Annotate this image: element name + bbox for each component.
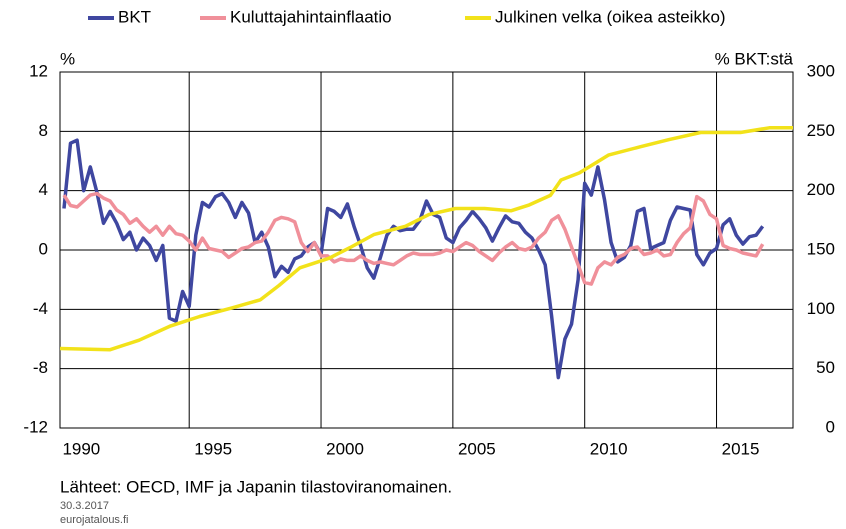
y2-tick-label: 50 (816, 358, 835, 377)
x-tick-label: 2000 (326, 439, 364, 458)
y2-tick-label: 300 (807, 61, 835, 80)
legend-label: Kuluttajahintainflaatio (230, 7, 392, 26)
x-tick-label: 2005 (458, 439, 496, 458)
y-tick-label: 4 (39, 180, 48, 199)
x-tick-label: 1995 (194, 439, 232, 458)
legend-label: BKT (118, 7, 151, 26)
y2-axis-label: % BKT:stä (715, 49, 794, 68)
line-series (59, 126, 793, 352)
y-axis-label: % (60, 49, 75, 68)
y2-tick-label: 200 (807, 180, 835, 199)
y2-tick-label: 150 (807, 239, 835, 258)
y-tick-label: 8 (39, 121, 48, 140)
x-tick-label: 2015 (722, 439, 760, 458)
site: eurojatalous.fi (60, 514, 129, 526)
x-tick-label: 2010 (590, 439, 628, 458)
y-tick-label: 12 (29, 61, 48, 80)
x-tick-label: 1990 (62, 439, 100, 458)
line-series (62, 191, 765, 286)
source: Lähteet: OECD, IMF ja Japanin tilastovir… (60, 477, 452, 496)
line-series (62, 138, 765, 380)
y-tick-label: -4 (33, 299, 48, 318)
y-tick-label: -12 (23, 417, 48, 436)
y2-tick-label: 250 (807, 121, 835, 140)
y-tick-label: -8 (33, 358, 48, 377)
plot-frame (59, 71, 794, 429)
date: 30.3.2017 (60, 500, 109, 512)
y2-tick-label: 100 (807, 299, 835, 318)
y-tick-label: 0 (39, 239, 48, 258)
legend-label: Julkinen velka (oikea asteikko) (495, 7, 726, 26)
y2-tick-label: 0 (826, 417, 835, 436)
